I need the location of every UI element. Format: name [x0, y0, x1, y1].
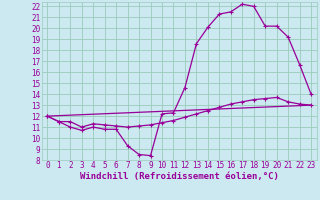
X-axis label: Windchill (Refroidissement éolien,°C): Windchill (Refroidissement éolien,°C) [80, 172, 279, 181]
